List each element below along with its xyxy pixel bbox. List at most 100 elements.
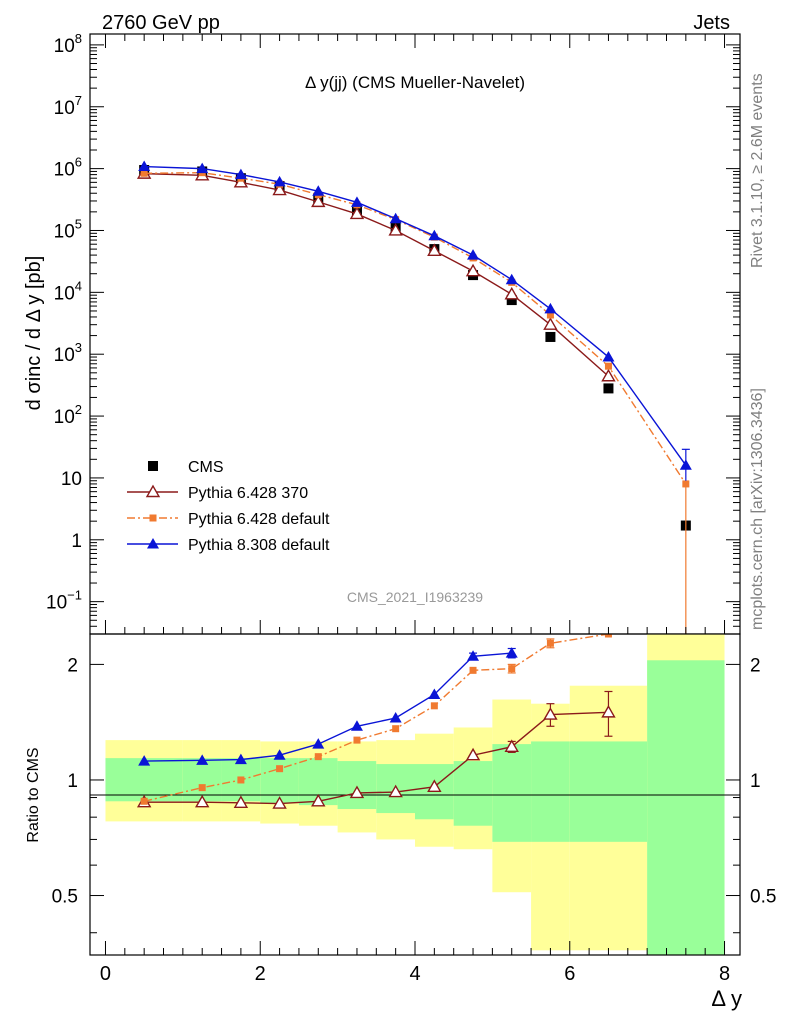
ratio-y-tick-label: 1	[67, 771, 78, 792]
main-y-tick-label: 106	[54, 155, 82, 181]
ratio-point	[430, 702, 438, 710]
data-point	[312, 185, 325, 196]
data-point	[504, 286, 519, 300]
data-point	[602, 351, 615, 362]
legend-item-pythia-6-428-370: Pythia 6.428 370	[127, 484, 308, 502]
ratio-y-tick-label: 0.5	[52, 887, 78, 908]
ratio-line	[144, 711, 609, 805]
ratio-point	[312, 738, 325, 749]
main-y-tick-label: 10	[61, 469, 82, 490]
band-inner	[531, 741, 570, 842]
ratio-y-tick-label-right: 2	[750, 655, 761, 676]
data-point	[604, 362, 612, 370]
legend-item-pythia-6-428-default: Pythia 6.428 default	[127, 511, 330, 528]
ratio-point	[276, 765, 284, 773]
ratio-y-tick-label-right: 0.5	[750, 887, 776, 908]
data-point	[140, 169, 148, 177]
band-inner	[337, 761, 377, 810]
ratio-line	[144, 634, 609, 802]
ratio-point	[311, 793, 326, 807]
legend-label: CMS	[188, 459, 224, 476]
legend-marker	[145, 484, 161, 498]
main-y-tick-label: 10−1	[46, 588, 82, 614]
x-tick-label: 4	[409, 963, 420, 985]
ratio-point	[350, 720, 363, 731]
band-inner	[492, 744, 532, 842]
data-point	[234, 168, 247, 180]
legend-marker	[147, 538, 159, 549]
main-y-tick-label: 104	[54, 278, 82, 304]
data-point	[505, 273, 518, 285]
data-point	[350, 196, 363, 207]
data-point	[428, 229, 441, 241]
ratio-point	[388, 784, 403, 798]
legend-label: Pythia 6.428 370	[188, 485, 308, 502]
ratio-point	[233, 795, 249, 809]
ratio-point	[140, 797, 148, 805]
data-point	[138, 160, 151, 172]
ratio-point	[546, 639, 554, 647]
band-inner	[647, 660, 725, 955]
band-inner	[453, 761, 493, 826]
legend-item-cms: CMS	[148, 459, 224, 476]
legend-label: Pythia 6.428 default	[188, 511, 330, 528]
ratio-point	[469, 666, 477, 674]
data-point	[272, 182, 287, 196]
ratio-point	[505, 647, 518, 658]
ratio-point	[543, 707, 558, 720]
x-tick-label: 2	[255, 963, 266, 985]
ratio-point	[604, 634, 612, 638]
ratio-series-pythia-8-308-default	[138, 647, 518, 766]
ratio-point	[427, 779, 442, 792]
ratio-point	[234, 753, 247, 765]
data-point	[543, 317, 558, 330]
ratio-point	[198, 784, 206, 792]
data-point	[601, 368, 616, 382]
data-point	[465, 263, 481, 277]
ratio-ylabel: Ratio to CMS	[25, 747, 42, 842]
ratio-point	[353, 736, 361, 744]
main-title: Δ y(jj) (CMS Mueller-Navelet)	[305, 73, 525, 92]
ratio-y-tick-label: 2	[67, 655, 78, 676]
data-point	[311, 194, 326, 208]
main-y-tick-label: 107	[54, 93, 82, 119]
data-point	[545, 331, 556, 342]
ratio-series-pythia-6-428-default	[140, 634, 612, 805]
header-left: 2760 GeV pp	[102, 12, 220, 34]
ratio-point	[601, 704, 616, 718]
data-point	[544, 302, 557, 314]
x-tick-label: 0	[100, 963, 111, 985]
data-point	[273, 175, 286, 187]
ratio-panel: 0.5 0.5 1 1 2 2 0 2 4 6 8 Ratio to CMS Δ y	[25, 633, 776, 1011]
main-y-tick-label: 103	[54, 340, 82, 366]
data-point	[546, 311, 554, 319]
ratio-line	[144, 652, 512, 762]
band-inner	[569, 741, 648, 842]
data-point	[682, 480, 690, 488]
data-point	[506, 295, 517, 306]
ratio-point	[138, 755, 151, 766]
x-axis-label: Δ y	[711, 986, 742, 1011]
ratio-point	[467, 650, 480, 661]
ratio-point	[508, 665, 516, 673]
main-y-tick-label: 105	[54, 216, 82, 242]
data-point	[467, 249, 480, 260]
data-point	[603, 383, 614, 394]
main-y-tick-label: 1	[71, 531, 82, 552]
ratio-point	[314, 753, 322, 761]
data-point	[389, 212, 402, 224]
series-pythia-8-308-default	[138, 160, 692, 481]
ratio-point	[237, 776, 245, 784]
header-right: Jets	[693, 12, 730, 34]
data-point	[349, 206, 365, 220]
data-point	[679, 459, 692, 470]
legend-label: Pythia 8.308 default	[188, 537, 330, 554]
watermark: CMS_2021_I1963239	[347, 589, 483, 605]
band-inner	[182, 758, 222, 802]
ratio-point	[389, 712, 402, 723]
main-ylabel: d σinc / d Δ y [pb]	[23, 256, 45, 411]
data-point	[388, 223, 403, 236]
x-tick-label: 8	[719, 963, 730, 985]
data-point	[196, 162, 209, 174]
